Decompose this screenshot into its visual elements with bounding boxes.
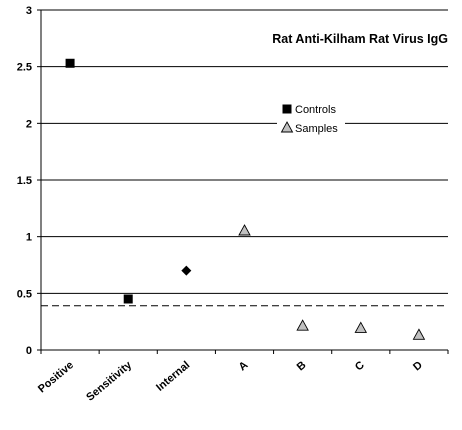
x-tick-label: C	[353, 359, 367, 373]
legend-label: Controls	[295, 104, 336, 116]
legend: Controls Samples	[277, 98, 345, 138]
gridlines	[41, 9, 448, 294]
y-tick-label: 1.5	[17, 175, 32, 187]
x-tick-label: Positive	[36, 359, 76, 395]
axes	[37, 9, 449, 354]
data-point-b	[296, 319, 309, 331]
x-tick-label: A	[237, 359, 251, 373]
y-tick-label: 2.5	[17, 62, 32, 74]
data-point-c	[354, 321, 368, 333]
x-tick-label: B	[295, 359, 309, 373]
legend-marker	[280, 121, 294, 133]
chart-title: Rat Anti-Kilham Rat Virus IgG	[272, 32, 448, 46]
x-tick-label: Internal	[154, 359, 192, 394]
legend-label: Samples	[295, 123, 338, 135]
x-tick-label: D	[411, 359, 425, 373]
data-point-positive	[65, 58, 75, 68]
legend-marker	[282, 104, 292, 114]
y-tick-label: 3	[26, 5, 32, 17]
data-point-sensitivity	[123, 294, 133, 304]
data-point-internal	[181, 265, 192, 276]
y-tick-label: 0	[26, 345, 32, 357]
x-tick-label: Sensitivity	[84, 359, 135, 404]
x-tick-labels: Positive Sensitivity Internal A B C D	[36, 359, 425, 404]
y-tick-label: 1	[26, 232, 32, 244]
data-point-a	[238, 224, 251, 236]
y-tick-labels: 0 0.5 1 1.5 2 2.5 3	[17, 5, 32, 357]
data-point-d	[412, 328, 426, 340]
data-points	[65, 58, 426, 340]
y-tick-label: 0.5	[17, 288, 32, 300]
y-tick-label: 2	[26, 118, 32, 130]
